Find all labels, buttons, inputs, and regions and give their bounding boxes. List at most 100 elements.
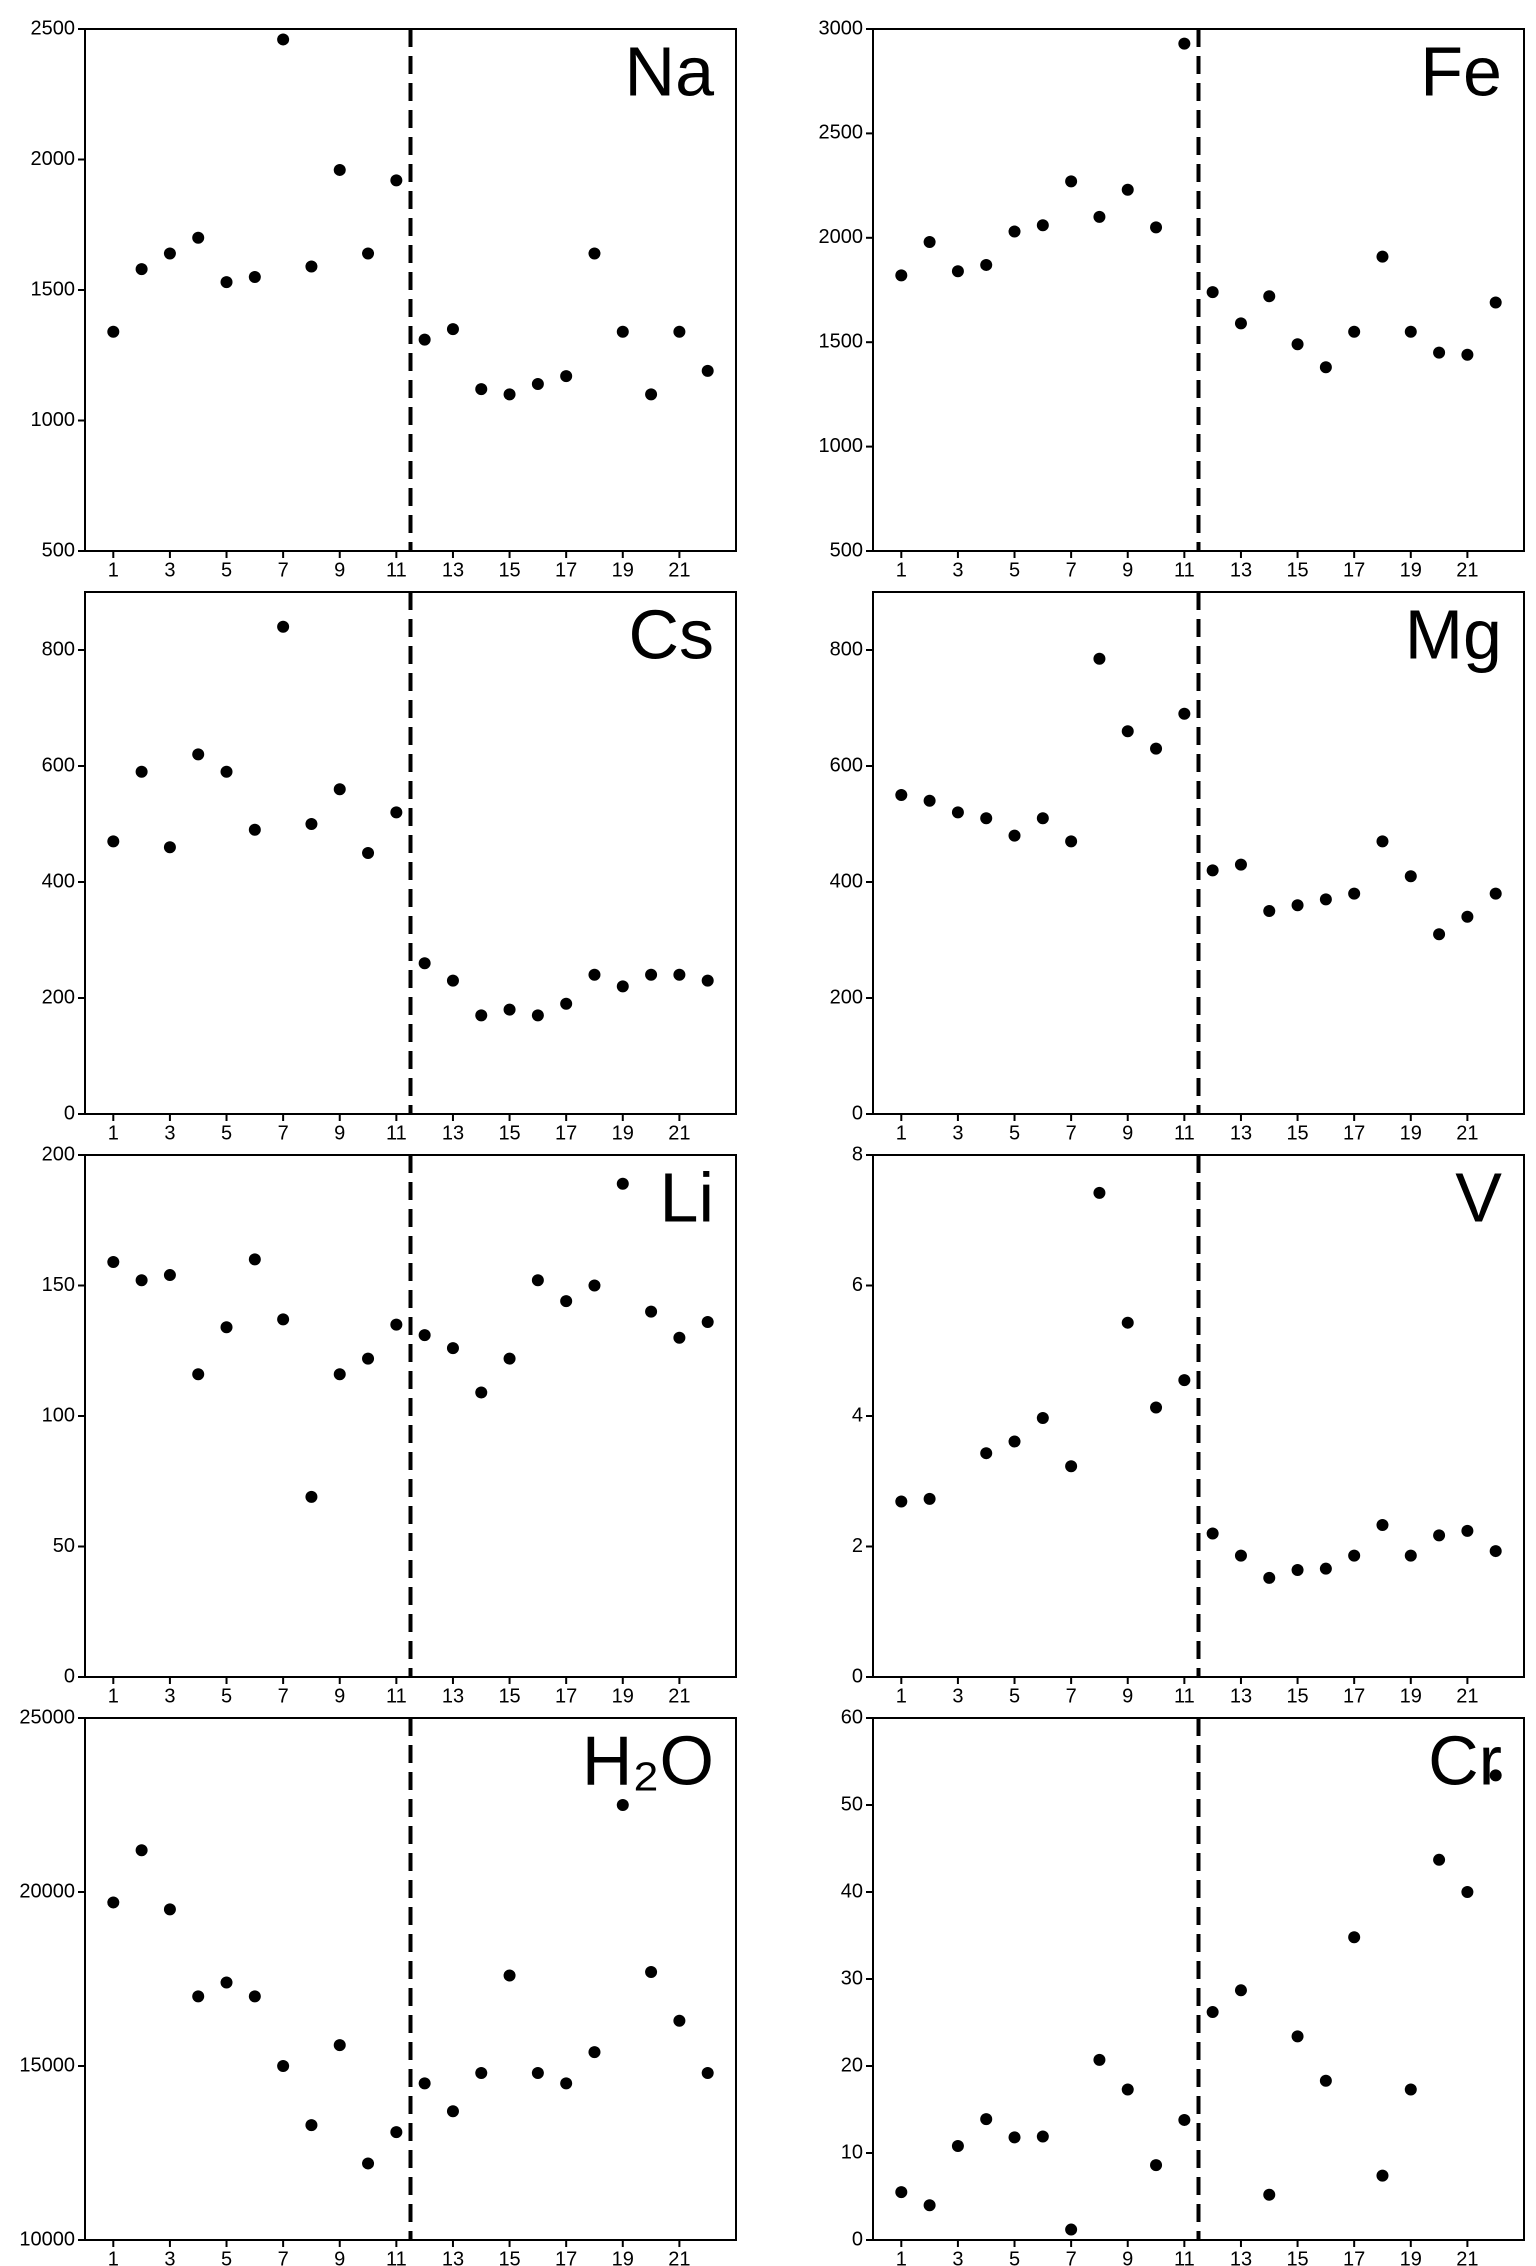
data-point bbox=[1093, 1186, 1106, 1199]
x-tick-label: 11 bbox=[1174, 1122, 1195, 1144]
data-point bbox=[220, 1976, 233, 1989]
data-point bbox=[362, 2157, 375, 2170]
data-point bbox=[446, 323, 459, 336]
x-tick-label: 1 bbox=[896, 1122, 907, 1144]
data-point bbox=[192, 231, 205, 244]
x-tick-label: 3 bbox=[164, 2248, 175, 2266]
data-point bbox=[135, 1844, 148, 1857]
data-point bbox=[418, 957, 431, 970]
data-point bbox=[531, 1009, 544, 1022]
data-point bbox=[560, 370, 573, 383]
x-tick-label: 7 bbox=[1066, 1685, 1077, 1707]
data-point bbox=[362, 1352, 375, 1365]
y-tick-label: 20 bbox=[841, 2054, 863, 2076]
data-point bbox=[895, 789, 908, 801]
data-point bbox=[1036, 219, 1049, 232]
y-tick-label: 15000 bbox=[19, 2054, 75, 2076]
data-point bbox=[277, 620, 290, 633]
data-point bbox=[1150, 221, 1163, 234]
y-tick-label: 0 bbox=[64, 1102, 75, 1124]
data-point bbox=[980, 258, 993, 271]
data-point bbox=[1319, 361, 1332, 374]
y-tick-label: 1500 bbox=[819, 330, 864, 352]
y-tick-label: 20000 bbox=[19, 1880, 75, 1902]
panel-title: Na bbox=[625, 32, 715, 110]
y-tick-label: 2 bbox=[852, 1535, 863, 1557]
data-point bbox=[503, 1969, 516, 1982]
x-tick-label: 3 bbox=[164, 1685, 175, 1707]
data-point bbox=[333, 163, 346, 176]
data-point bbox=[135, 765, 148, 778]
y-tick-label: 40 bbox=[841, 1880, 863, 1902]
x-tick-label: 21 bbox=[668, 559, 690, 581]
data-point bbox=[390, 806, 403, 819]
x-tick-label: 13 bbox=[442, 1122, 464, 1144]
data-point bbox=[1404, 325, 1417, 338]
data-point bbox=[1376, 250, 1389, 263]
x-tick-label: 17 bbox=[1343, 1685, 1365, 1707]
data-point bbox=[616, 1177, 629, 1190]
data-point bbox=[1291, 338, 1304, 351]
data-point bbox=[1065, 835, 1078, 848]
x-tick-label: 17 bbox=[555, 1685, 577, 1707]
data-point bbox=[1319, 893, 1332, 906]
data-point bbox=[923, 235, 936, 248]
y-tick-label: 10 bbox=[841, 2141, 863, 2163]
data-point bbox=[616, 980, 629, 993]
x-tick-label: 19 bbox=[612, 2248, 634, 2266]
x-tick-label: 11 bbox=[386, 1122, 407, 1144]
data-point bbox=[1291, 2030, 1304, 2043]
data-point bbox=[220, 765, 233, 778]
data-point bbox=[531, 1274, 544, 1287]
data-point bbox=[1291, 1563, 1304, 1576]
data-point bbox=[475, 383, 488, 396]
x-tick-label: 11 bbox=[1174, 2248, 1195, 2266]
panel-title: Cs bbox=[628, 595, 714, 673]
data-point bbox=[220, 276, 233, 289]
data-point bbox=[1263, 905, 1276, 917]
y-tick-label: 3000 bbox=[819, 17, 864, 39]
data-point bbox=[418, 333, 431, 346]
data-point bbox=[1150, 2159, 1163, 2172]
data-point bbox=[1263, 1571, 1276, 1584]
x-tick-label: 21 bbox=[1456, 2248, 1478, 2266]
data-point bbox=[1489, 1769, 1502, 1782]
x-tick-label: 11 bbox=[1174, 1685, 1195, 1707]
data-point bbox=[531, 377, 544, 390]
x-tick-label: 5 bbox=[221, 1122, 232, 1144]
x-tick-label: 7 bbox=[278, 1685, 289, 1707]
panel-title: Cr bbox=[1428, 1721, 1502, 1799]
x-tick-label: 11 bbox=[1174, 559, 1195, 581]
y-tick-label: 30 bbox=[841, 1967, 863, 1989]
data-point bbox=[192, 1368, 205, 1381]
x-tick-label: 21 bbox=[668, 1122, 690, 1144]
x-tick-label: 17 bbox=[1343, 559, 1365, 581]
x-tick-label: 5 bbox=[1009, 559, 1020, 581]
x-tick-label: 13 bbox=[1230, 2248, 1252, 2266]
x-tick-label: 9 bbox=[334, 2248, 345, 2266]
data-point bbox=[1461, 1886, 1474, 1898]
data-point bbox=[1376, 1518, 1389, 1531]
x-tick-label: 11 bbox=[386, 2248, 407, 2266]
x-tick-label: 19 bbox=[1400, 559, 1422, 581]
data-point bbox=[980, 2113, 993, 2126]
data-point bbox=[1206, 2006, 1219, 2019]
data-point bbox=[1065, 1460, 1078, 1473]
y-tick-label: 1000 bbox=[819, 435, 864, 457]
x-tick-label: 13 bbox=[442, 1685, 464, 1707]
data-point bbox=[1376, 2169, 1389, 2182]
y-tick-label: 100 bbox=[42, 1404, 75, 1426]
data-point bbox=[895, 2186, 908, 2199]
data-point bbox=[923, 2199, 936, 2212]
data-point bbox=[1489, 887, 1502, 900]
x-tick-label: 1 bbox=[108, 2248, 119, 2266]
x-tick-label: 13 bbox=[442, 559, 464, 581]
data-point bbox=[560, 1295, 573, 1308]
data-point bbox=[390, 2126, 403, 2139]
data-point bbox=[1319, 2074, 1332, 2087]
x-tick-label: 21 bbox=[668, 1685, 690, 1707]
x-tick-label: 3 bbox=[952, 559, 963, 581]
x-tick-label: 13 bbox=[1230, 1122, 1252, 1144]
data-point bbox=[531, 2066, 544, 2079]
